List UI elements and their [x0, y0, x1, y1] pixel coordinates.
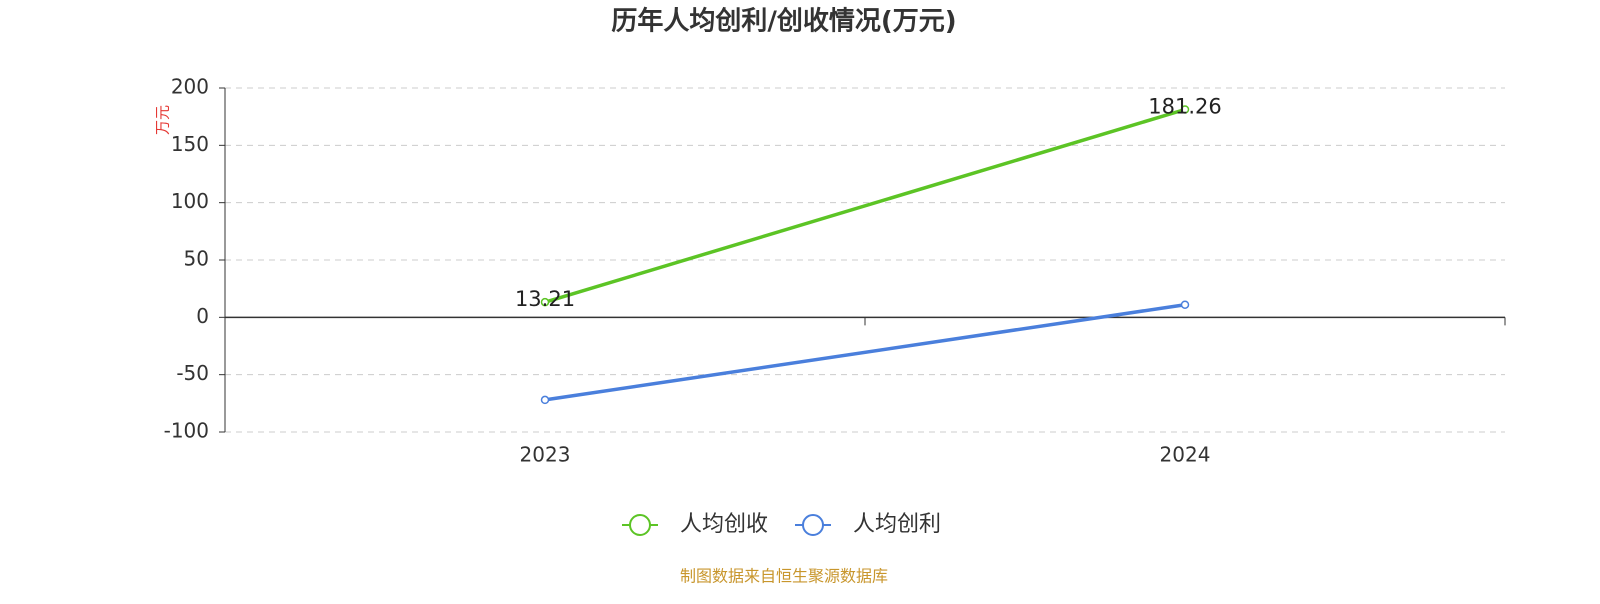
data-label: 13.21 — [515, 287, 575, 311]
source: 制图数据来自恒生聚源数据库 — [680, 567, 888, 586]
y-axis-label: 万元 — [154, 105, 172, 135]
data-point — [1180, 105, 1190, 114]
chart-title: 历年人均创利/创收情况(万元) — [611, 6, 956, 37]
legend-marker — [629, 514, 651, 536]
data-point — [1180, 300, 1190, 309]
y-tick-label: 0 — [196, 304, 209, 328]
legend-label: 人均创利 — [853, 512, 941, 537]
x-tick-label: 2023 — [520, 443, 571, 467]
legend-label: 人均创收 — [680, 512, 768, 537]
y-tick-label: 100 — [171, 189, 209, 213]
series-line — [544, 107, 1186, 304]
y-tick-label: -50 — [176, 361, 209, 385]
series-line — [544, 302, 1186, 402]
y-tick-label: -100 — [164, 419, 209, 443]
x-tick-label: 2024 — [1160, 443, 1211, 467]
data-label: 181.26 — [1148, 94, 1221, 118]
y-tick-label: 150 — [171, 132, 209, 156]
legend-marker — [802, 514, 824, 536]
y-tick-label: 200 — [171, 75, 209, 99]
y-tick-label: 50 — [184, 247, 209, 271]
data-point — [540, 395, 550, 405]
data-point — [540, 297, 550, 307]
